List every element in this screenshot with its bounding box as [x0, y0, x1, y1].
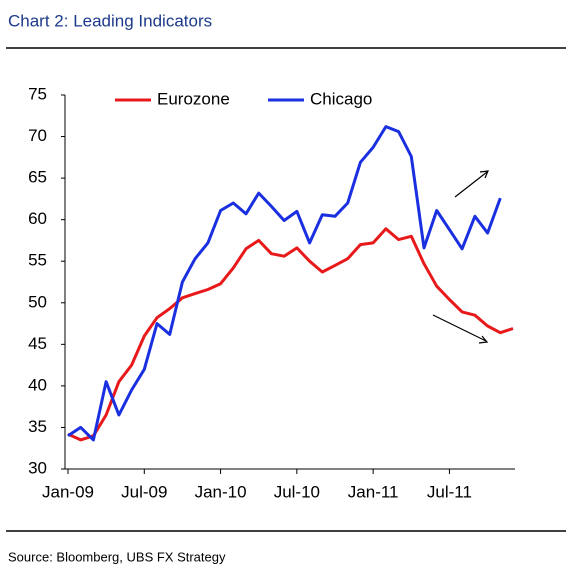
annotation-arrows — [432, 170, 489, 344]
y-tick-label: 45 — [28, 334, 47, 353]
x-tick-label: Jul-10 — [274, 482, 320, 501]
y-tick-label: 75 — [28, 84, 47, 103]
source: Source: Bloomberg, UBS FX Strategy — [8, 549, 226, 564]
y-tick-label: 30 — [28, 458, 47, 477]
y-tick-label: 40 — [28, 375, 47, 394]
x-tick-label: Jan-11 — [348, 482, 399, 501]
y-tick-label: 60 — [28, 209, 47, 228]
y-tick-label: 55 — [28, 251, 47, 270]
x-tick-label: Jul-09 — [121, 482, 167, 501]
chart-title: Chart 2: Leading Indicators — [8, 11, 212, 30]
series-line — [67, 227, 514, 442]
y-tick-label: 35 — [28, 417, 47, 436]
legend-label: Chicago — [310, 89, 372, 108]
y-tick-label: 70 — [28, 126, 47, 145]
x-tick-label: Jan-09 — [42, 482, 94, 501]
series-line — [67, 125, 502, 442]
y-tick-label: 50 — [28, 292, 47, 311]
legend-label: Eurozone — [157, 89, 230, 108]
x-tick-label: Jan-10 — [195, 482, 247, 501]
x-tick-label: Jul-11 — [427, 482, 472, 501]
y-tick-label: 65 — [28, 168, 47, 187]
